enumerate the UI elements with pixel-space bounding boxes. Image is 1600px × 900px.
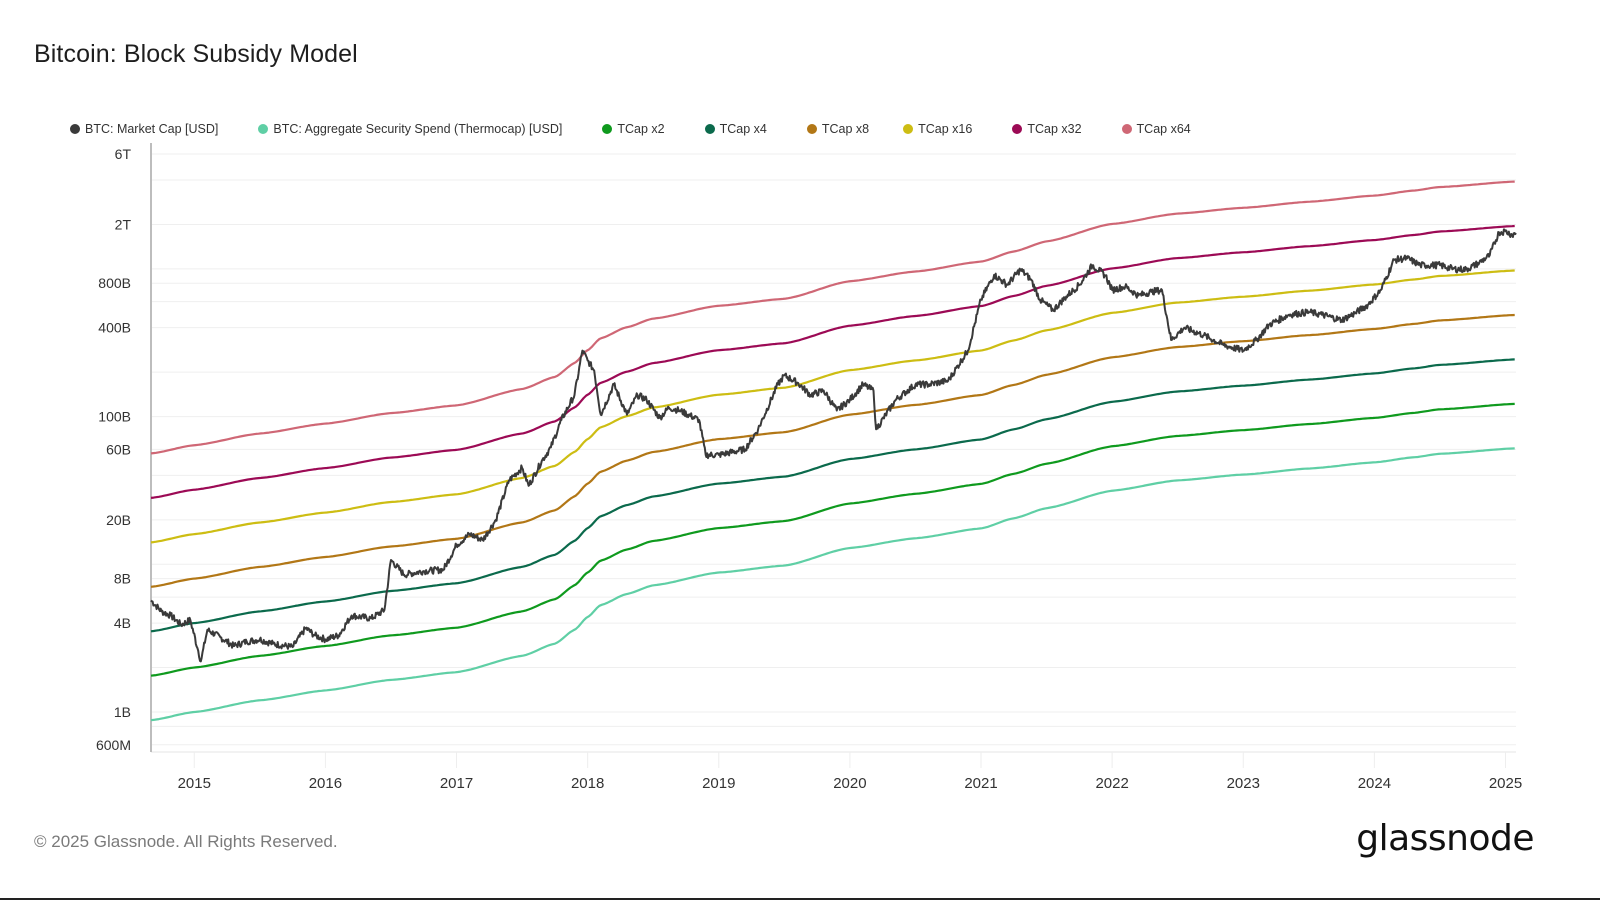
x-tick-label: 2020 bbox=[833, 775, 866, 792]
y-tick-label: 6T bbox=[115, 146, 132, 162]
y-tick-label: 60B bbox=[106, 441, 131, 457]
legend-dot-icon bbox=[903, 124, 914, 134]
y-tick-label: 600M bbox=[96, 737, 131, 753]
legend-label: TCap x8 bbox=[821, 122, 870, 136]
x-tick-marks bbox=[193, 752, 1507, 768]
legend-item-x64[interactable]: TCap x64 bbox=[1121, 122, 1191, 136]
bottom-border bbox=[0, 898, 1600, 900]
series-line-x8 bbox=[150, 313, 1515, 588]
y-tick-label: 8B bbox=[114, 571, 131, 587]
legend-item-x8[interactable]: TCap x8 bbox=[806, 122, 870, 136]
legend-dot-icon bbox=[704, 124, 715, 134]
y-tick-label: 400B bbox=[98, 320, 131, 336]
legend-label: TCap x64 bbox=[1136, 122, 1191, 136]
gridlines bbox=[151, 153, 1516, 753]
x-tick-labels: 2015 2016 2017 2018 2019 2020 2021 2022 2023 2024… bbox=[178, 775, 1523, 792]
series-lines bbox=[150, 180, 1517, 722]
series-line-x4 bbox=[150, 358, 1515, 633]
series-line-x2 bbox=[150, 402, 1515, 677]
x-tick-label: 2024 bbox=[1358, 775, 1391, 792]
y-tick-label: 1B bbox=[114, 704, 131, 720]
x-tick-label: 2017 bbox=[440, 775, 473, 792]
legend-label: TCap x32 bbox=[1027, 122, 1082, 136]
copyright-text: © 2025 Glassnode. All Rights Reserved. bbox=[34, 832, 338, 851]
legend-dot-icon bbox=[602, 124, 613, 134]
legend-item-x2[interactable]: TCap x2 bbox=[602, 122, 665, 136]
series-line-x32 bbox=[150, 224, 1515, 499]
legend-item-x32[interactable]: TCap x32 bbox=[1012, 122, 1082, 136]
series-line-x64 bbox=[150, 180, 1515, 455]
legend-dot-icon bbox=[258, 124, 269, 134]
legend-label: TCap x2 bbox=[617, 122, 665, 136]
legend-label: BTC: Aggregate Security Spend (Thermocap… bbox=[273, 122, 563, 136]
y-tick-label: 4B bbox=[114, 615, 131, 631]
x-tick-label: 2023 bbox=[1227, 775, 1260, 792]
x-tick-label: 2016 bbox=[309, 775, 342, 792]
series-line-mcap bbox=[150, 228, 1517, 663]
legend-dot-icon bbox=[70, 124, 80, 134]
chart-title: Bitcoin: Block Subsidy Model bbox=[34, 40, 358, 68]
legend-label: TCap x4 bbox=[719, 122, 767, 136]
legend-dot-icon bbox=[1012, 124, 1023, 134]
legend-dot-icon bbox=[806, 124, 817, 134]
x-tick-label: 2021 bbox=[964, 775, 997, 792]
legend-item-mcap[interactable]: BTC: Market Cap [USD] bbox=[70, 122, 218, 136]
x-tick-label: 2025 bbox=[1489, 775, 1522, 792]
x-tick-label: 2015 bbox=[178, 775, 211, 792]
series-line-x16 bbox=[150, 269, 1515, 544]
y-tick-label: 20B bbox=[106, 512, 131, 528]
y-tick-label: 800B bbox=[98, 275, 131, 291]
chart-legend: BTC: Market Cap [USD] BTC: Aggregate Secu… bbox=[70, 122, 1191, 136]
y-tick-label: 2T bbox=[115, 216, 132, 232]
y-tick-labels: 6T 2T 800B 400B 100B 60B 20B 8B 4B 1B 600M bbox=[96, 146, 131, 753]
x-tick-label: 2019 bbox=[702, 775, 735, 792]
legend-label: BTC: Market Cap [USD] bbox=[85, 122, 219, 136]
glassnode-logo: glassnode bbox=[1356, 818, 1534, 859]
legend-item-x4[interactable]: TCap x4 bbox=[704, 122, 767, 136]
x-tick-label: 2022 bbox=[1095, 775, 1128, 792]
legend-item-tcap[interactable]: BTC: Aggregate Security Spend (Thermocap… bbox=[258, 122, 562, 136]
y-tick-label: 100B bbox=[98, 409, 131, 425]
legend-item-x16[interactable]: TCap x16 bbox=[903, 122, 972, 136]
series-line-tcap bbox=[150, 447, 1515, 722]
legend-dot-icon bbox=[1121, 124, 1132, 134]
x-tick-label: 2018 bbox=[571, 775, 604, 792]
legend-label: TCap x16 bbox=[918, 122, 973, 136]
